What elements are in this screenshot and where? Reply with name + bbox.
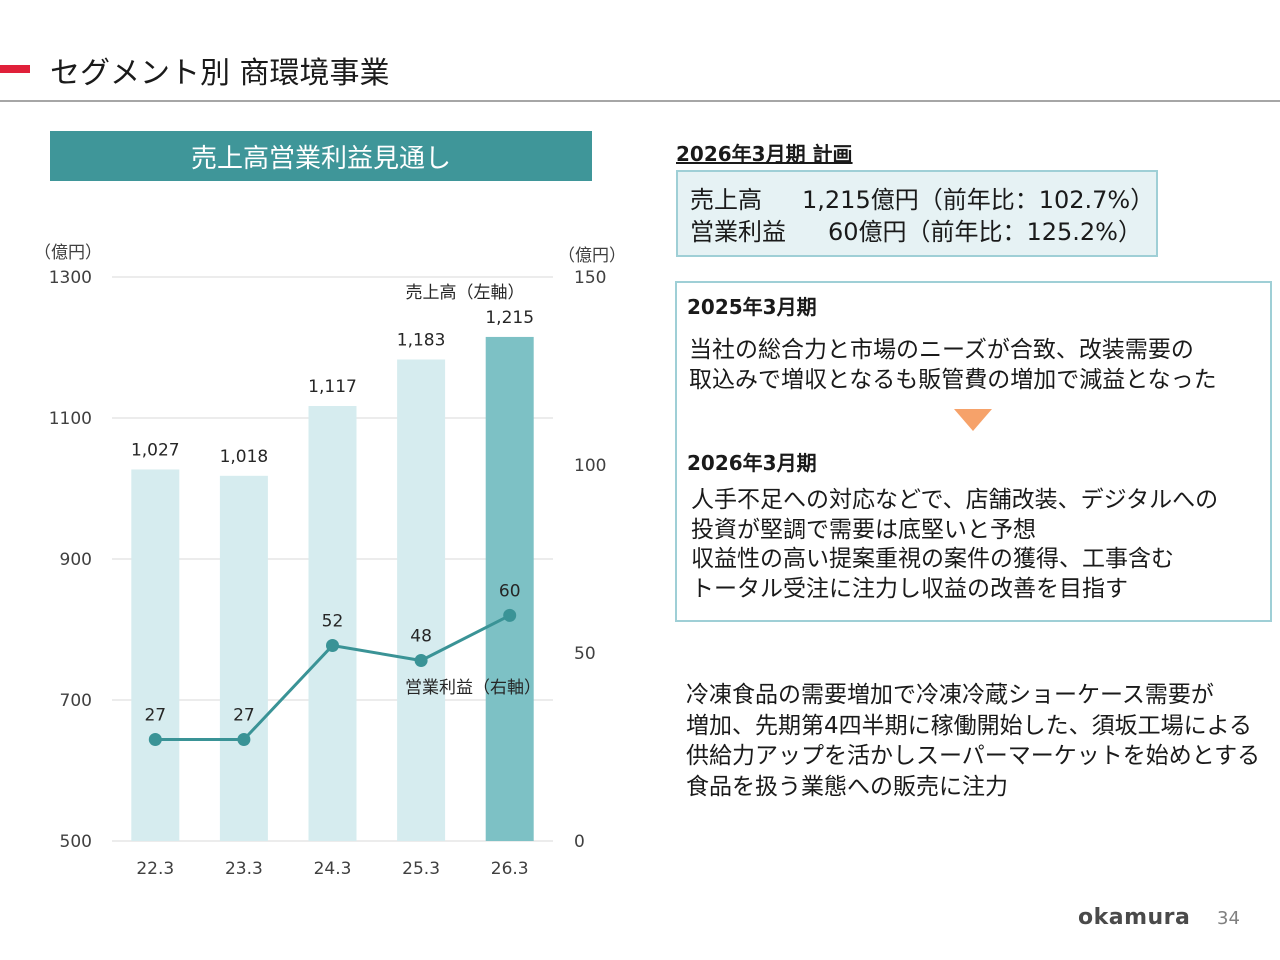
profit-point — [326, 638, 339, 652]
sales-bars — [131, 336, 534, 841]
left-tick-label: 500 — [60, 832, 92, 852]
profit-series-label: 営業利益（右軸） — [405, 678, 541, 698]
profit-point — [503, 608, 517, 622]
profit-point — [148, 732, 162, 746]
left-tick-label: 1300 — [49, 268, 92, 288]
left-tick-label: 1100 — [49, 409, 92, 429]
plan-row-sales: 売上高 1,215億円（前年比：102.7%） — [690, 184, 1156, 216]
sales-bar — [131, 469, 180, 841]
profit-value-label: 27 — [144, 705, 166, 725]
right-axis-unit: （億円） — [558, 246, 626, 266]
sales-value-label: 1,018 — [220, 447, 269, 467]
fy26-heading: 2026年3月期 — [687, 451, 817, 475]
fy25-heading: 2025年3月期 — [687, 295, 817, 319]
profit-point — [237, 732, 251, 746]
fy25-text: 当社の総合力と市場のニーズが合致、改装需要の 取込みで増収となるも販管費の増加で… — [689, 337, 1217, 393]
sales-value-label: 1,027 — [131, 440, 180, 460]
left-tick-label: 900 — [60, 550, 92, 570]
plan-box: 売上高 1,215億円（前年比：102.7%） 営業利益 60億円（前年比：12… — [676, 170, 1158, 257]
bottom-note: 冷凍食品の需要増加で冷凍冷蔵ショーケース需要が 増加、先期第4四半期に稼働開始し… — [686, 682, 1261, 800]
sales-value-label: 1,117 — [308, 377, 357, 397]
profit-value-label: 48 — [410, 627, 432, 647]
sales-bar — [219, 475, 268, 841]
profit-value-label: 52 — [322, 611, 344, 631]
category-label: 22.3 — [136, 859, 174, 879]
sales-bar — [485, 336, 534, 841]
plan-sales-value: 1,215億円（前年比：102.7%） — [802, 186, 1155, 214]
triangle-down-icon — [954, 409, 992, 431]
category-label: 23.3 — [225, 859, 263, 879]
right-tick-label: 100 — [574, 456, 606, 476]
fy26-text: 人手不足への対応などで、店舗改装、デジタルへの 投資が堅調で需要は底堅いと予想 … — [691, 487, 1219, 602]
plan-profit-key: 営業利益 — [690, 218, 786, 246]
plan-row-profit: 営業利益 60億円（前年比：125.2%） — [690, 216, 1156, 248]
category-label: 24.3 — [314, 859, 352, 879]
sales-series-label: 売上高（左軸） — [406, 283, 525, 303]
page-number: 34 — [1217, 908, 1240, 929]
sales-value-label: 1,215 — [485, 308, 534, 328]
plan-sales-key: 売上高 — [690, 186, 762, 214]
chart-title-banner: 売上高営業利益見通し — [50, 131, 592, 181]
review-box: 2025年3月期 当社の総合力と市場のニーズが合致、改装需要の 取込みで増収とな… — [675, 281, 1272, 622]
right-tick-label: 50 — [574, 644, 596, 664]
plan-profit-value: 60億円（前年比：125.2%） — [827, 218, 1142, 246]
profit-value-label: 60 — [499, 581, 521, 601]
profit-line — [148, 608, 517, 746]
right-tick-label: 150 — [574, 268, 606, 288]
left-tick-label: 700 — [60, 691, 92, 711]
sales-value-label: 1,183 — [397, 330, 446, 350]
page-title: セグメント別 商環境事業 — [50, 56, 390, 91]
title-divider — [0, 100, 1280, 102]
title-accent-bar — [0, 65, 30, 73]
right-tick-label: 0 — [574, 832, 585, 852]
company-logo: okamura — [1078, 905, 1191, 930]
profit-point — [414, 654, 428, 668]
sales-bar — [397, 359, 446, 841]
left-axis-unit: （億円） — [34, 243, 102, 263]
profit-value-label: 27 — [233, 705, 255, 725]
category-label: 26.3 — [491, 859, 529, 879]
category-label: 25.3 — [402, 859, 440, 879]
sales-bar — [308, 406, 357, 841]
plan-header: 2026年3月期 計画 — [676, 142, 853, 166]
